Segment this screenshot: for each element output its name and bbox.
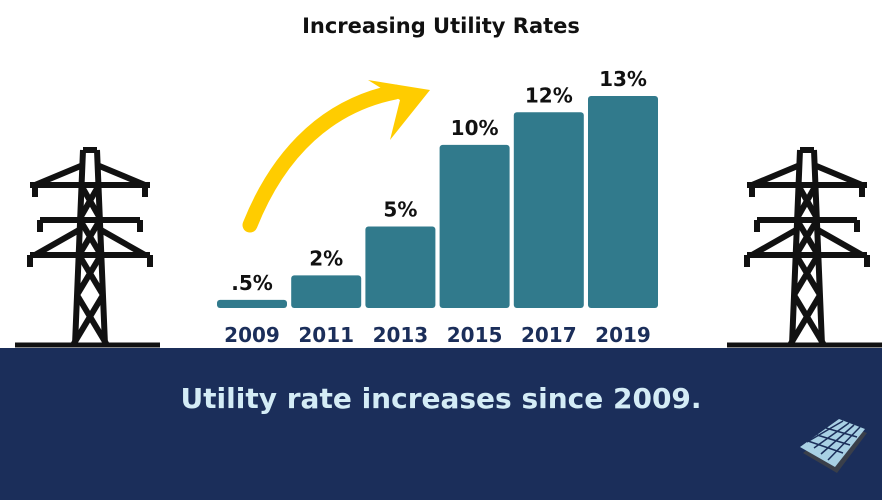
data-label: 12% — [525, 83, 573, 107]
x-tick-label: 2019 — [595, 323, 651, 347]
solar-panel-icon — [800, 419, 867, 473]
trend-arrow-icon — [242, 84, 403, 233]
x-tick-label: 2015 — [447, 323, 503, 347]
data-label: 2% — [309, 246, 343, 270]
data-label: 13% — [599, 67, 647, 91]
data-label: 5% — [383, 197, 417, 221]
bar-chart: .5% 2009 2% 2011 5% 2013 10% 2015 12% 2017 13% 2019 — [217, 67, 658, 347]
bar-2017 — [513, 112, 584, 308]
data-label: .5% — [231, 271, 273, 295]
bar-2019 — [588, 96, 658, 308]
power-tower-icon-right — [727, 147, 882, 348]
data-label: 10% — [451, 116, 499, 140]
bar-2013 — [365, 226, 436, 308]
trend-arrow-head — [368, 80, 430, 140]
footer-banner — [0, 348, 882, 500]
x-tick-label: 2013 — [373, 323, 429, 347]
bar-2011 — [291, 275, 362, 308]
x-tick-label: 2009 — [224, 323, 280, 347]
power-tower-icon-left — [15, 147, 160, 348]
chart-title: Increasing Utility Rates — [302, 14, 580, 38]
bar-2009 — [217, 299, 287, 308]
x-tick-label: 2017 — [521, 323, 577, 347]
bar-2015 — [439, 144, 510, 308]
x-tick-label: 2011 — [298, 323, 354, 347]
banner-caption: Utility rate increases since 2009. — [180, 382, 702, 415]
